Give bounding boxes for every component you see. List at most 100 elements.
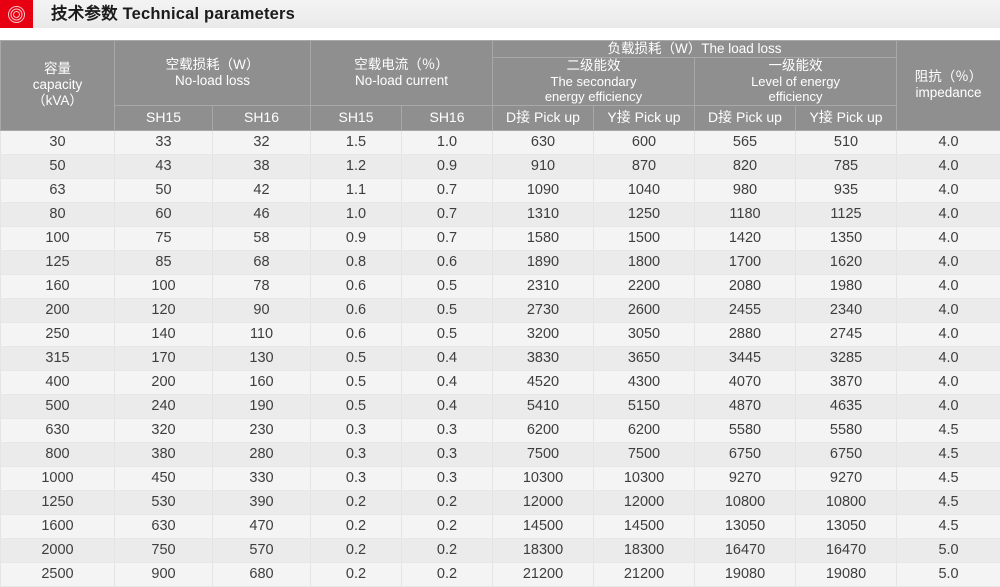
header-capacity: 容量 capacity （kVA） [1, 41, 115, 131]
cell-no_load_current_sh15: 1.0 [311, 202, 402, 226]
cell-load_loss_level1_d: 6750 [695, 442, 796, 466]
cell-no_load_loss_sh15: 100 [115, 274, 213, 298]
cell-no_load_loss_sh16: 230 [213, 418, 311, 442]
cell-no_load_current_sh16: 0.4 [402, 346, 493, 370]
cell-no_load_current_sh15: 0.6 [311, 322, 402, 346]
cell-load_loss_secondary_d: 1580 [493, 226, 594, 250]
cell-load_loss_level1_y: 4635 [796, 394, 897, 418]
cell-no_load_current_sh15: 0.2 [311, 514, 402, 538]
cell-load_loss_level1_y: 16470 [796, 538, 897, 562]
header-row-1: 容量 capacity （kVA） 空载损耗（W） No-load loss 空… [1, 41, 1000, 58]
cell-no_load_loss_sh15: 43 [115, 154, 213, 178]
cell-no_load_current_sh15: 0.3 [311, 442, 402, 466]
technical-parameters-table: 容量 capacity （kVA） 空载损耗（W） No-load loss 空… [0, 40, 1000, 587]
cell-no_load_current_sh15: 0.6 [311, 298, 402, 322]
page-title: 技术参数 Technical parameters [33, 6, 295, 23]
cell-load_loss_level1_y: 10800 [796, 490, 897, 514]
header-no-load-loss-sh16: SH16 [213, 105, 311, 130]
cell-no_load_loss_sh16: 160 [213, 370, 311, 394]
cell-impedance: 4.0 [897, 298, 1000, 322]
cell-capacity: 1000 [1, 466, 115, 490]
cell-load_loss_secondary_d: 1090 [493, 178, 594, 202]
cell-capacity: 2000 [1, 538, 115, 562]
cell-capacity: 30 [1, 130, 115, 154]
cell-load_loss_secondary_y: 6200 [594, 418, 695, 442]
cell-load_loss_secondary_d: 1890 [493, 250, 594, 274]
header-secondary-energy-efficiency: 二级能效 The secondary energy efficiency [493, 57, 695, 105]
cell-impedance: 5.0 [897, 562, 1000, 586]
cell-no_load_current_sh15: 0.5 [311, 370, 402, 394]
cell-no_load_loss_sh15: 630 [115, 514, 213, 538]
cell-load_loss_secondary_y: 2200 [594, 274, 695, 298]
cell-impedance: 4.0 [897, 154, 1000, 178]
header-secondary-d-pickup: D接 Pick up [493, 105, 594, 130]
cell-load_loss_level1_y: 3870 [796, 370, 897, 394]
cell-no_load_current_sh15: 0.8 [311, 250, 402, 274]
cell-no_load_current_sh15: 0.6 [311, 274, 402, 298]
cell-no_load_current_sh15: 0.2 [311, 490, 402, 514]
cell-load_loss_secondary_y: 1800 [594, 250, 695, 274]
cell-load_loss_secondary_y: 21200 [594, 562, 695, 586]
cell-no_load_current_sh15: 1.1 [311, 178, 402, 202]
cell-no_load_current_sh16: 0.2 [402, 538, 493, 562]
cell-impedance: 4.0 [897, 226, 1000, 250]
cell-no_load_current_sh16: 0.5 [402, 322, 493, 346]
cell-capacity: 160 [1, 274, 115, 298]
cell-no_load_loss_sh15: 200 [115, 370, 213, 394]
cell-no_load_loss_sh15: 750 [115, 538, 213, 562]
cell-no_load_current_sh16: 1.0 [402, 130, 493, 154]
cell-no_load_current_sh16: 0.9 [402, 154, 493, 178]
cell-no_load_current_sh15: 1.2 [311, 154, 402, 178]
cell-no_load_loss_sh15: 240 [115, 394, 213, 418]
cell-no_load_current_sh16: 0.6 [402, 250, 493, 274]
header-no-load-current: 空载电流（％） No-load current [311, 41, 493, 106]
cell-impedance: 4.5 [897, 418, 1000, 442]
cell-no_load_loss_sh15: 170 [115, 346, 213, 370]
header-level1-energy-efficiency: 一级能效 Level of energy efficiency [695, 57, 897, 105]
cell-capacity: 1250 [1, 490, 115, 514]
cell-load_loss_secondary_d: 3830 [493, 346, 594, 370]
cell-load_loss_secondary_y: 4300 [594, 370, 695, 394]
cell-capacity: 50 [1, 154, 115, 178]
cell-no_load_current_sh15: 0.2 [311, 538, 402, 562]
cell-load_loss_level1_d: 13050 [695, 514, 796, 538]
cell-no_load_loss_sh15: 60 [115, 202, 213, 226]
cell-no_load_current_sh15: 0.5 [311, 346, 402, 370]
cell-capacity: 2500 [1, 562, 115, 586]
cell-impedance: 4.0 [897, 322, 1000, 346]
cell-no_load_current_sh16: 0.2 [402, 514, 493, 538]
header-row-3: SH15 SH16 SH15 SH16 D接 Pick up Y接 Pick u… [1, 105, 1000, 130]
cell-load_loss_secondary_y: 3050 [594, 322, 695, 346]
cell-no_load_loss_sh15: 85 [115, 250, 213, 274]
cell-no_load_current_sh16: 0.3 [402, 466, 493, 490]
cell-capacity: 400 [1, 370, 115, 394]
cell-no_load_current_sh16: 0.7 [402, 202, 493, 226]
cell-load_loss_secondary_y: 870 [594, 154, 695, 178]
cell-no_load_current_sh16: 0.7 [402, 226, 493, 250]
cell-capacity: 250 [1, 322, 115, 346]
cell-load_loss_level1_d: 2080 [695, 274, 796, 298]
cell-load_loss_secondary_d: 21200 [493, 562, 594, 586]
cell-load_loss_secondary_d: 1310 [493, 202, 594, 226]
cell-no_load_loss_sh16: 58 [213, 226, 311, 250]
cell-no_load_loss_sh16: 470 [213, 514, 311, 538]
cell-load_loss_level1_d: 1700 [695, 250, 796, 274]
cell-load_loss_secondary_y: 3650 [594, 346, 695, 370]
cell-load_loss_secondary_d: 6200 [493, 418, 594, 442]
header-level1-d-pickup: D接 Pick up [695, 105, 796, 130]
cell-no_load_loss_sh16: 32 [213, 130, 311, 154]
cell-capacity: 500 [1, 394, 115, 418]
header-no-load-loss: 空载损耗（W） No-load loss [115, 41, 311, 106]
cell-no_load_current_sh16: 0.3 [402, 418, 493, 442]
